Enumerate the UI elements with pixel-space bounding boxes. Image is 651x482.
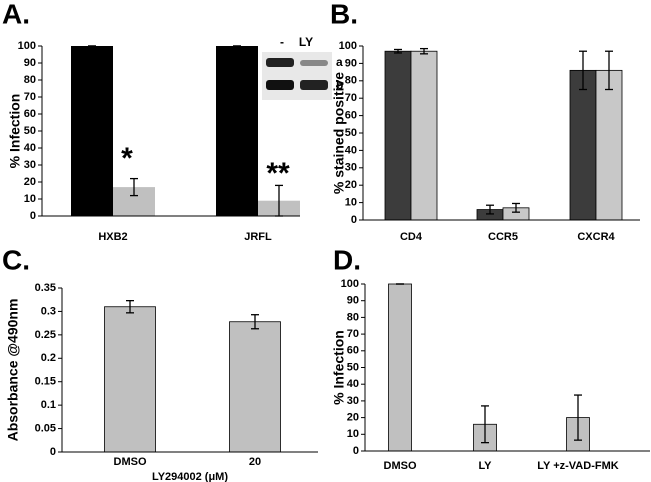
blot-band (266, 58, 294, 67)
bar (595, 69, 623, 221)
y-tick-label: 100 (339, 40, 357, 52)
y-tick-label: 60 (347, 345, 359, 357)
error-bar (130, 177, 138, 197)
y-tick-label: 20 (345, 179, 357, 191)
x-tick-label: DMSO (114, 456, 147, 468)
bar (388, 283, 412, 452)
y-tick-label: 0.25 (35, 329, 56, 341)
y-tick-label: 30 (347, 395, 359, 407)
error-bar (394, 48, 402, 54)
y-tick-label: 90 (24, 57, 36, 69)
y-tick-label: 40 (345, 144, 357, 156)
y-tick-label: 80 (24, 74, 36, 86)
y-axis-label: % Infection (331, 330, 347, 405)
y-tick-label: 70 (24, 91, 36, 103)
y-tick-label: 90 (345, 57, 357, 69)
blot-band-label: a (336, 55, 343, 69)
y-tick-label: 20 (347, 412, 359, 424)
y-tick-label: 30 (24, 159, 36, 171)
error-bar (126, 300, 134, 314)
annotation: ** (266, 157, 290, 190)
panel-label: B. (330, 0, 358, 29)
y-tick-label: 50 (347, 361, 359, 373)
error-bar (574, 394, 582, 441)
y-tick-label: 70 (345, 92, 357, 104)
y-tick-label: 60 (24, 108, 36, 120)
y-tick-label: 60 (345, 110, 357, 122)
blot-image (262, 52, 332, 100)
x-tick-label: HXB2 (98, 231, 127, 243)
error-bar (251, 314, 259, 330)
x-tick-label: LY (478, 460, 492, 472)
error-bar (481, 405, 489, 444)
bar (384, 50, 412, 221)
bar (104, 306, 156, 453)
bar (410, 50, 438, 221)
y-tick-label: 0 (353, 445, 359, 457)
y-axis-label: % Infection (7, 94, 23, 169)
y-axis-label: % stained positive (331, 72, 347, 194)
error-bar (512, 202, 520, 213)
y-tick-label: 0 (30, 210, 36, 222)
y-tick-label: 0.35 (35, 282, 56, 294)
y-tick-label: 0.15 (35, 376, 56, 388)
bar (229, 321, 281, 453)
x-axis-label: LY294002 (μM) (152, 471, 228, 482)
blot-band (266, 80, 294, 90)
x-tick-label: CXCR4 (577, 231, 615, 243)
y-tick-label: 10 (347, 428, 359, 440)
y-tick-label: 0.05 (35, 422, 56, 434)
y-tick-label: 40 (24, 142, 36, 154)
blot-lane-label: LY (299, 35, 313, 49)
y-tick-label: 0.1 (41, 399, 56, 411)
y-tick-label: 90 (347, 295, 359, 307)
y-tick-label: 100 (341, 278, 359, 290)
blot-band-label: b (336, 78, 343, 92)
x-tick-label: LY +z-VAD-FMK (537, 460, 618, 472)
error-bar (420, 47, 428, 55)
bar (216, 46, 258, 216)
blot-lane-label: - (280, 35, 284, 49)
bar (71, 46, 113, 216)
blot-band (300, 80, 328, 90)
y-tick-label: 40 (347, 378, 359, 390)
y-tick-label: 50 (24, 125, 36, 137)
error-bar (605, 50, 613, 91)
x-tick-label: DMSO (384, 460, 417, 472)
y-tick-label: 80 (347, 311, 359, 323)
y-tick-label: 0 (50, 446, 56, 458)
y-axis-label: Absorbance @490nm (5, 299, 21, 442)
panel-label: A. (2, 0, 30, 29)
panel-label: D. (333, 244, 361, 275)
x-tick-label: CD4 (400, 231, 423, 243)
y-tick-label: 30 (345, 162, 357, 174)
y-tick-label: 0.2 (41, 352, 56, 364)
y-tick-label: 0.3 (41, 305, 56, 317)
error-bar (579, 50, 587, 91)
x-tick-label: 20 (249, 456, 261, 468)
bar (569, 69, 597, 221)
error-bar (486, 204, 494, 215)
x-tick-label: JRFL (244, 231, 272, 243)
y-tick-label: 20 (24, 176, 36, 188)
y-tick-label: 100 (18, 40, 36, 52)
x-tick-label: CCR5 (488, 231, 518, 243)
y-tick-label: 10 (24, 193, 36, 205)
blot-band (300, 60, 328, 66)
y-tick-label: 70 (347, 328, 359, 340)
y-tick-label: 80 (345, 75, 357, 87)
panel-label: C. (2, 244, 30, 275)
y-tick-label: 50 (345, 127, 357, 139)
y-tick-label: 10 (345, 197, 357, 209)
y-tick-label: 0 (351, 214, 357, 226)
annotation: * (121, 142, 133, 175)
